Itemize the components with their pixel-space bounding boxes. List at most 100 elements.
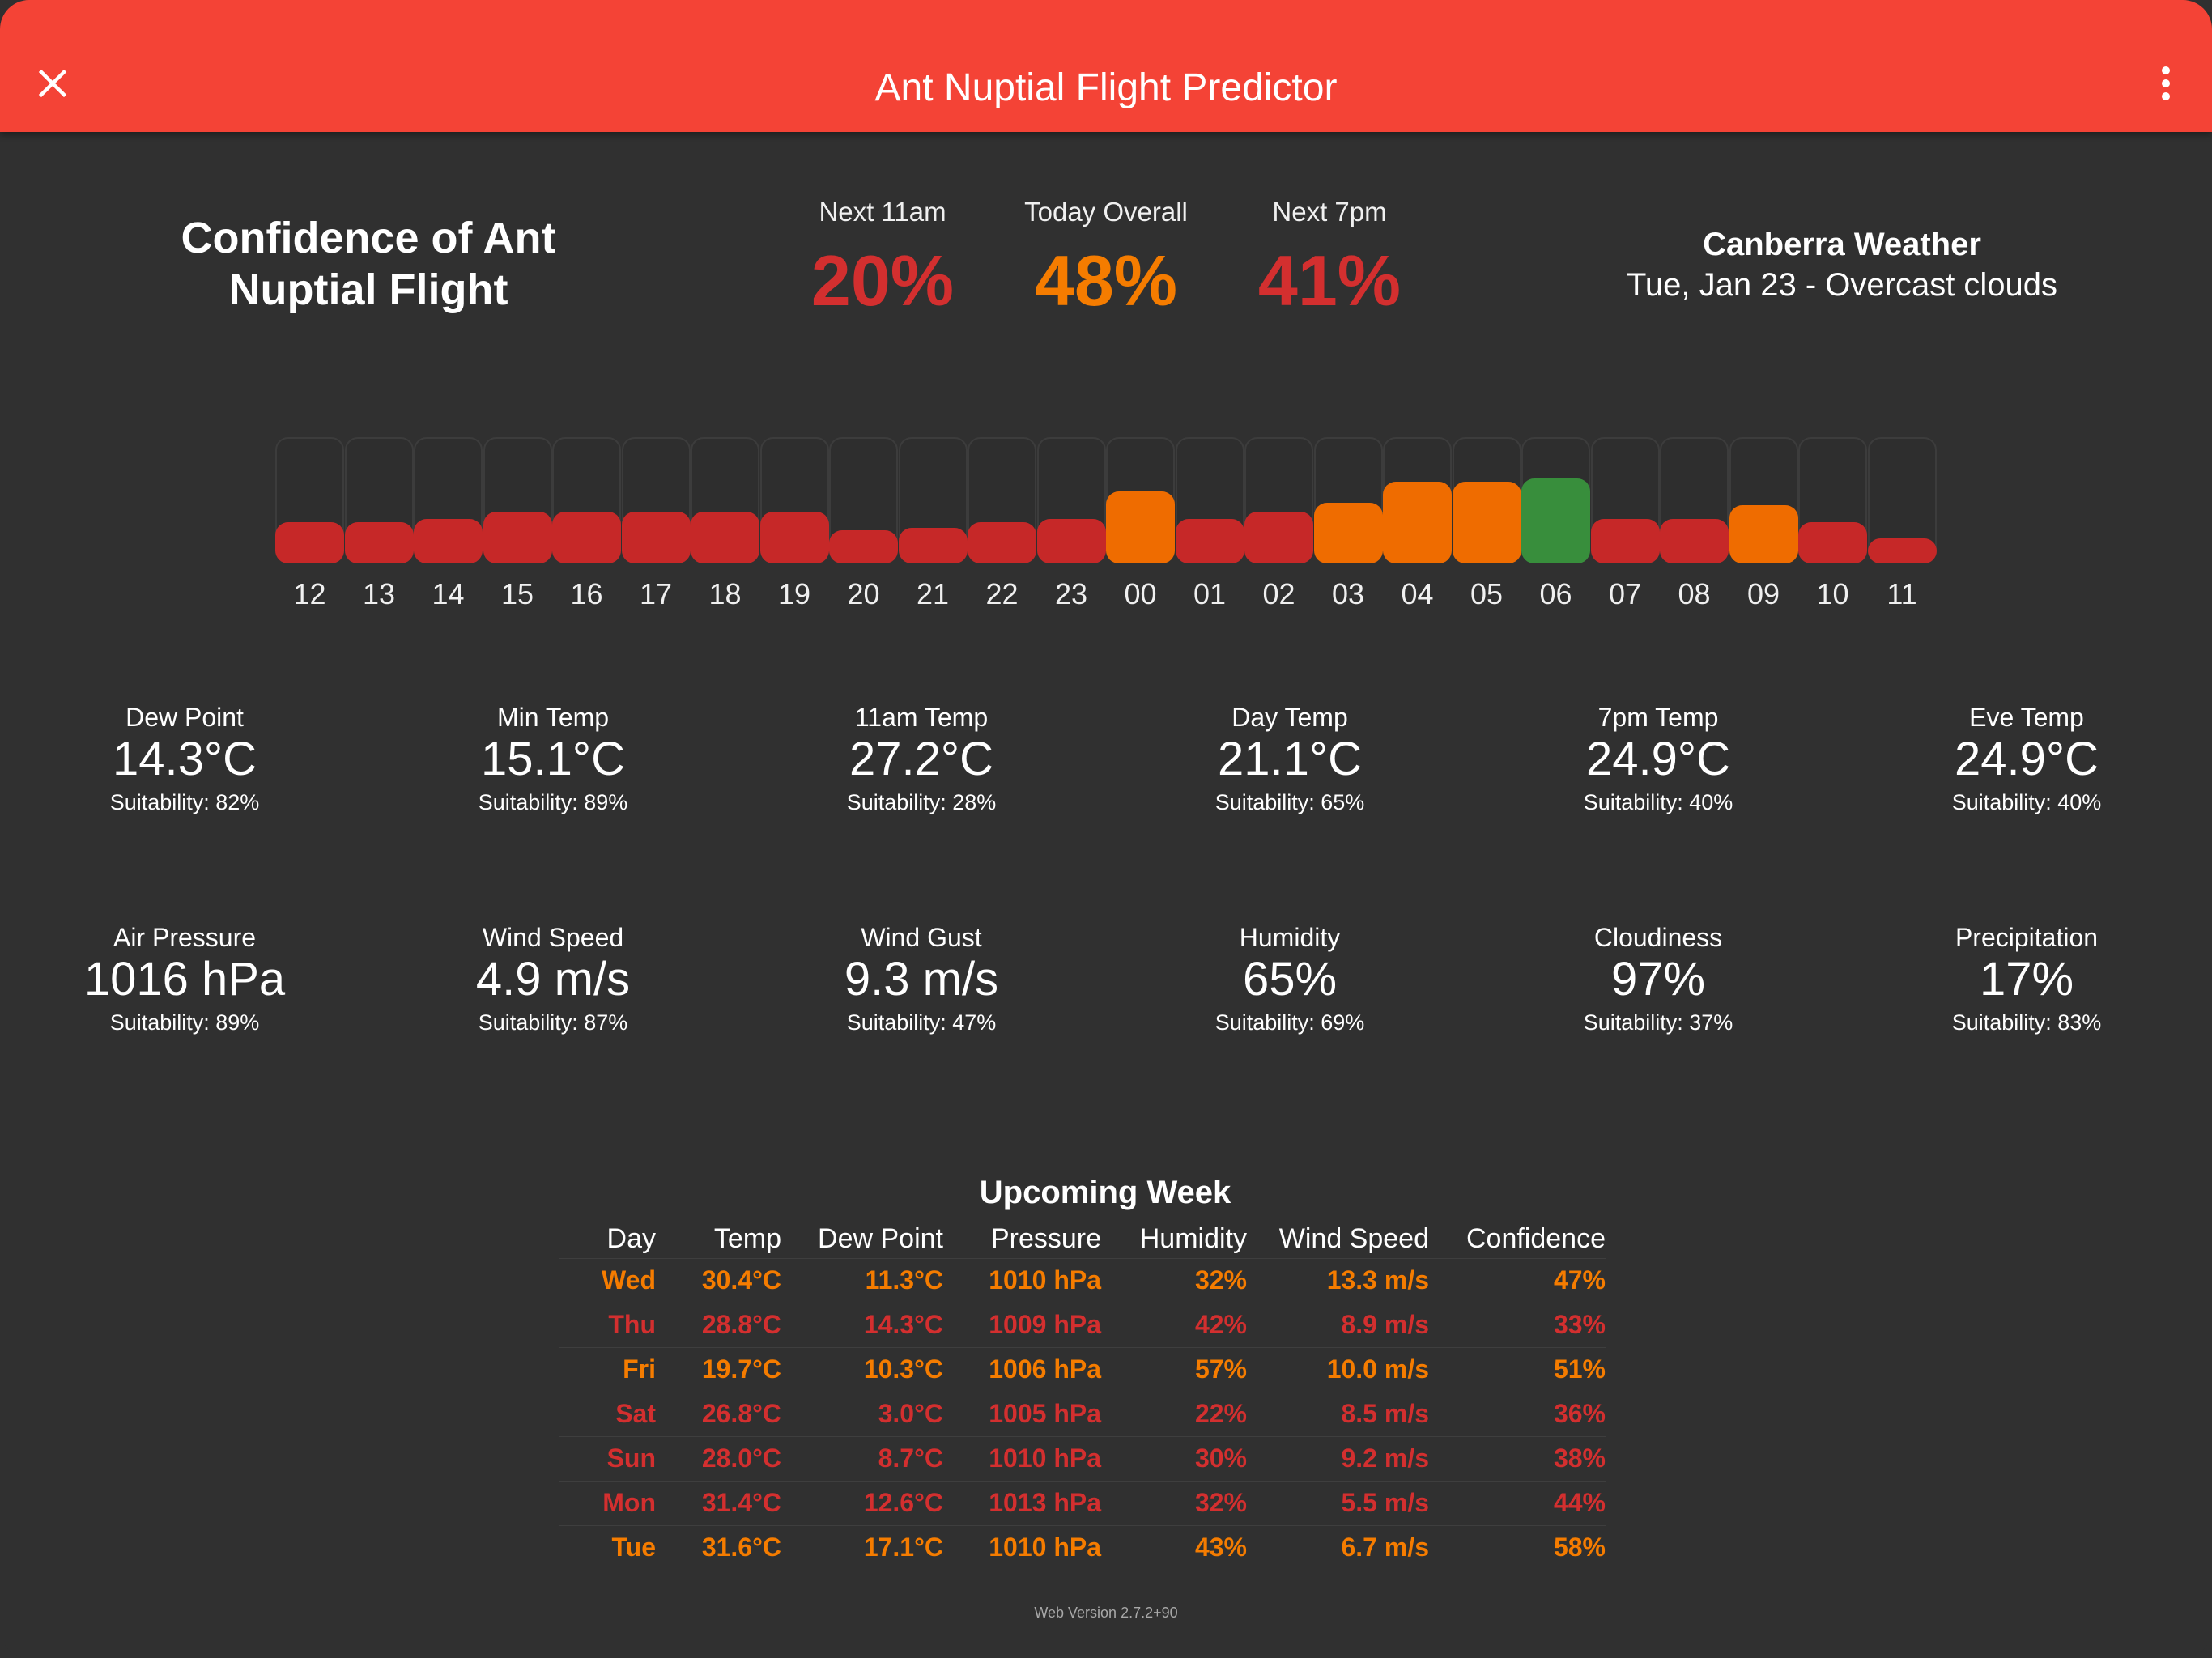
table-cell: 31.4°C: [656, 1480, 781, 1525]
table-cell: 5.5 m/s: [1247, 1480, 1429, 1525]
hour-label: 09: [1746, 577, 1780, 610]
week-title: Upcoming Week: [979, 1175, 1231, 1210]
metric-humidity: Humidity 65% Suitability: 69%: [1120, 921, 1460, 1036]
table-cell: 1013 hPa: [943, 1480, 1101, 1525]
table-cell: 19.7°C: [656, 1346, 781, 1392]
hour-bar: [1106, 491, 1175, 563]
hour-bar: [344, 522, 414, 563]
stat-value: 41%: [1257, 240, 1402, 321]
hour-bar: [1175, 519, 1244, 563]
stat-value: 48%: [1034, 240, 1178, 321]
table-cell: 44%: [1429, 1480, 1606, 1525]
hour-label: 21: [916, 577, 950, 610]
hour-column-12: 12: [275, 437, 344, 615]
table-cell: 43%: [1101, 1524, 1247, 1570]
hour-bar: [829, 530, 898, 563]
hour-column-19: 19: [759, 437, 829, 615]
hour-column-09: 09: [1729, 437, 1798, 615]
weather-summary: Canberra Weather Tue, Jan 23 - Overcast …: [1538, 225, 2146, 306]
column-header: Pressure: [990, 1222, 1101, 1254]
metric-label: Precipitation: [1955, 923, 2099, 952]
hour-column-03: 03: [1313, 437, 1383, 615]
table-cell: 28.0°C: [656, 1435, 781, 1481]
metric-wind-gust: Wind Gust 9.3 m/s Suitability: 47%: [751, 921, 1091, 1036]
metric-value: 24.9°C: [1955, 733, 2099, 785]
table-cell: 12.6°C: [781, 1480, 943, 1525]
hour-label: 20: [847, 577, 880, 610]
stat-label: Next 11am: [819, 197, 946, 227]
hour-label: 01: [1193, 577, 1227, 610]
table-cell: 1009 hPa: [943, 1302, 1101, 1347]
version-label: Web Version 2.7.2+90: [1034, 1605, 1178, 1621]
table-cell: 1010 hPa: [943, 1524, 1101, 1570]
metric-value: 1016 hPa: [83, 953, 286, 1005]
hour-label: 08: [1678, 577, 1711, 610]
close-button[interactable]: [24, 57, 81, 113]
hour-label: 22: [985, 577, 1019, 610]
table-cell: 8.5 m/s: [1247, 1391, 1429, 1436]
stat-label: Today Overall: [1024, 197, 1188, 227]
table-cell: 42%: [1101, 1302, 1247, 1347]
table-cell: Wed: [559, 1257, 656, 1303]
metric-suitability: Suitability: 87%: [478, 1010, 628, 1035]
hour-bar: [1660, 519, 1729, 563]
table-cell: 32%: [1101, 1257, 1247, 1303]
table-row: Sun 28.0°C 8.7°C 1010 hPa 30% 9.2 m/s 38%: [559, 1435, 1606, 1481]
column-header: Humidity: [1139, 1222, 1247, 1254]
more-options-button[interactable]: [2138, 57, 2194, 113]
hour-bar: [483, 512, 552, 563]
hour-label: 00: [1124, 577, 1157, 610]
hour-column-04: 04: [1383, 437, 1452, 615]
hour-bar: [275, 522, 344, 563]
table-row: Tue 31.6°C 17.1°C 1010 hPa 43% 6.7 m/s 58%: [559, 1524, 1606, 1570]
hour-label: 13: [362, 577, 396, 610]
hour-column-01: 01: [1175, 437, 1244, 615]
hour-column-20: 20: [829, 437, 898, 615]
table-cell: 8.7°C: [781, 1435, 943, 1481]
stat-label: Next 7pm: [1272, 197, 1387, 227]
table-cell: 1005 hPa: [943, 1391, 1101, 1436]
app-bar: Ant Nuptial Flight Predictor: [0, 0, 2212, 132]
hour-label: 18: [708, 577, 742, 610]
table-cell: 1010 hPa: [943, 1257, 1101, 1303]
metric-value: 65%: [1242, 953, 1338, 1005]
hour-column-00: 00: [1106, 437, 1175, 615]
table-cell: Sat: [559, 1391, 656, 1436]
metric-suitability: Suitability: 65%: [1214, 790, 1365, 814]
table-cell: Tue: [559, 1524, 656, 1570]
hour-column-18: 18: [691, 437, 759, 615]
hour-label: 23: [1054, 577, 1088, 610]
more-vert-icon: [2160, 66, 2172, 105]
table-row: Wed 30.4°C 11.3°C 1010 hPa 32% 13.3 m/s 47%: [559, 1257, 1606, 1303]
table-cell: 6.7 m/s: [1247, 1524, 1429, 1570]
hour-bar: [1244, 512, 1313, 563]
column-header: Confidence: [1465, 1222, 1606, 1254]
hour-bar: [1867, 538, 1937, 563]
table-cell: 57%: [1101, 1346, 1247, 1392]
hour-column-21: 21: [898, 437, 968, 615]
table-cell: 22%: [1101, 1391, 1247, 1436]
hour-label: 02: [1262, 577, 1295, 610]
table-cell: Sun: [559, 1435, 656, 1481]
hour-bar: [1383, 482, 1452, 563]
stat-value: 20%: [810, 240, 955, 321]
metric-value: 97%: [1610, 953, 1706, 1005]
table-cell: 38%: [1429, 1435, 1606, 1481]
table-cell: 58%: [1429, 1524, 1606, 1570]
table-cell: 51%: [1429, 1346, 1606, 1392]
metric-precipitation: Precipitation 17% Suitability: 83%: [1857, 921, 2197, 1036]
metric-suitability: Suitability: 40%: [1583, 790, 1733, 814]
table-cell: 3.0°C: [781, 1391, 943, 1436]
metric-11am-temp: 11am Temp 27.2°C Suitability: 28%: [751, 701, 1091, 816]
metric-label: Wind Speed: [482, 923, 624, 952]
metric-suitability: Suitability: 82%: [109, 790, 260, 814]
hour-label: 06: [1539, 577, 1572, 610]
week-table: Day Temp Dew Point Pressure Humidity Wind Spe…: [559, 1219, 1606, 1570]
hour-column-06: 06: [1521, 437, 1590, 615]
hour-label: 10: [1816, 577, 1849, 610]
hour-bar: [898, 528, 968, 563]
week-header-row: Day Temp Dew Point Pressure Humidity Wind Spe…: [559, 1219, 1606, 1258]
table-cell: 13.3 m/s: [1247, 1257, 1429, 1303]
metric-cloudiness: Cloudiness 97% Suitability: 37%: [1488, 921, 1828, 1036]
